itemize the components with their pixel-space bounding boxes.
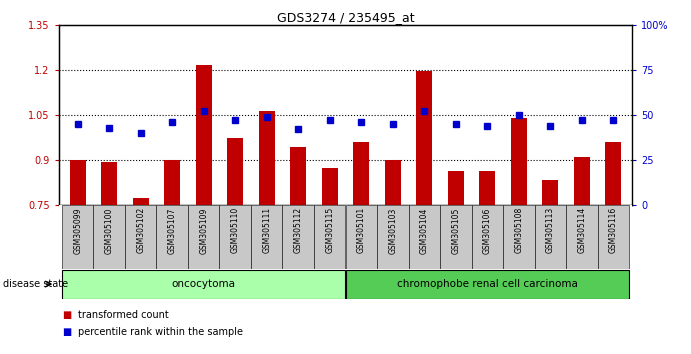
Text: GSM305116: GSM305116 <box>609 207 618 253</box>
Bar <box>188 205 220 269</box>
Text: disease state: disease state <box>3 279 68 289</box>
Bar <box>283 205 314 269</box>
Text: GSM305113: GSM305113 <box>546 207 555 253</box>
Bar <box>598 205 629 269</box>
Text: oncocytoma: oncocytoma <box>171 279 236 289</box>
Text: GSM305100: GSM305100 <box>104 207 113 253</box>
Bar <box>93 205 125 269</box>
Text: GSM305104: GSM305104 <box>419 207 429 253</box>
Bar <box>322 168 338 205</box>
Bar <box>196 65 211 205</box>
Bar <box>251 205 283 269</box>
Text: ■: ■ <box>62 310 71 320</box>
Text: GSM305114: GSM305114 <box>578 207 587 253</box>
Bar <box>511 118 527 205</box>
Text: GSM305109: GSM305109 <box>199 207 208 253</box>
Bar <box>408 205 440 269</box>
Bar <box>125 205 156 269</box>
Bar <box>70 160 86 205</box>
Text: GSM305101: GSM305101 <box>357 207 366 253</box>
Text: GSM305112: GSM305112 <box>294 207 303 253</box>
Text: GSM305105: GSM305105 <box>451 207 460 253</box>
Bar <box>314 205 346 269</box>
Bar <box>227 138 243 205</box>
Bar <box>448 171 464 205</box>
Bar <box>574 157 589 205</box>
Text: GSM305102: GSM305102 <box>136 207 145 253</box>
Text: GDS3274 / 235495_at: GDS3274 / 235495_at <box>276 11 415 24</box>
Bar <box>62 205 93 269</box>
Bar <box>62 270 346 298</box>
Bar <box>480 171 495 205</box>
Text: GSM305107: GSM305107 <box>168 207 177 253</box>
Bar <box>346 205 377 269</box>
Text: chromophobe renal cell carcinoma: chromophobe renal cell carcinoma <box>397 279 578 289</box>
Text: percentile rank within the sample: percentile rank within the sample <box>78 327 243 337</box>
Bar <box>290 147 306 205</box>
Text: ■: ■ <box>62 327 71 337</box>
Bar <box>353 142 369 205</box>
Bar <box>220 205 251 269</box>
Bar <box>417 72 432 205</box>
Bar <box>385 160 401 205</box>
Bar <box>535 205 566 269</box>
Bar <box>102 162 117 205</box>
Text: GSM305106: GSM305106 <box>483 207 492 253</box>
Bar <box>156 205 188 269</box>
Bar <box>377 205 408 269</box>
Text: GSM305099: GSM305099 <box>73 207 82 254</box>
Text: GSM305110: GSM305110 <box>231 207 240 253</box>
Bar <box>471 205 503 269</box>
Text: GSM305103: GSM305103 <box>388 207 397 253</box>
Bar <box>259 110 274 205</box>
Text: GSM305115: GSM305115 <box>325 207 334 253</box>
Bar <box>346 270 629 298</box>
Bar <box>566 205 598 269</box>
Text: transformed count: transformed count <box>78 310 169 320</box>
Bar <box>605 142 621 205</box>
Text: GSM305108: GSM305108 <box>514 207 523 253</box>
Bar <box>440 205 471 269</box>
Bar <box>503 205 535 269</box>
Bar <box>164 160 180 205</box>
Bar <box>542 180 558 205</box>
Bar <box>133 198 149 205</box>
Text: GSM305111: GSM305111 <box>262 207 272 253</box>
